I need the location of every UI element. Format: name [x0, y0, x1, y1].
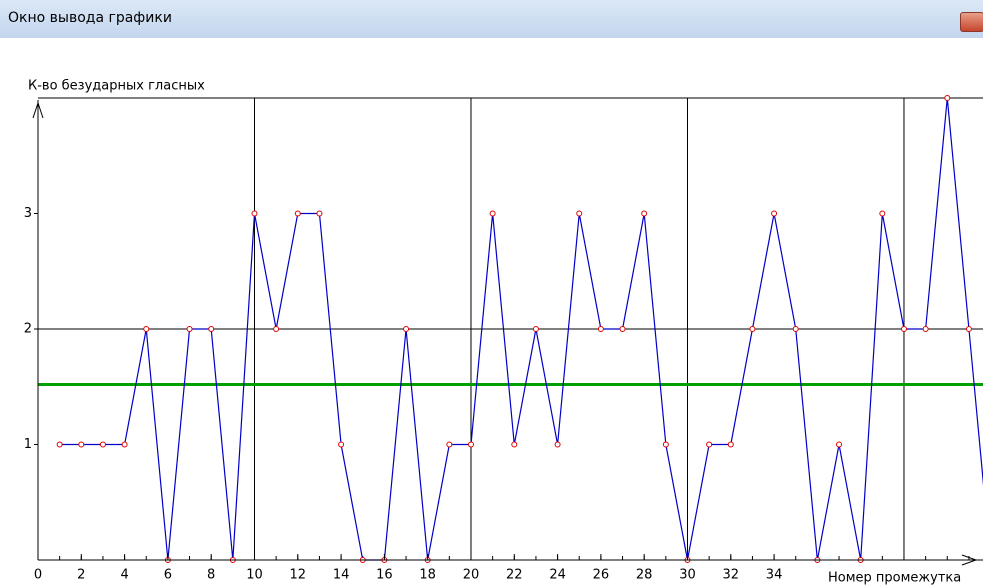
x-tick-label: 12	[290, 568, 307, 583]
data-point	[251, 210, 258, 217]
y-tick-label: 1	[24, 437, 32, 452]
data-point	[727, 441, 734, 448]
x-tick-label: 6	[164, 568, 172, 583]
y-axis-arrow	[32, 101, 44, 119]
data-point	[965, 326, 972, 332]
data-point	[78, 441, 85, 448]
x-tick-label: 8	[207, 568, 215, 583]
x-tick-label: 18	[419, 568, 436, 583]
window-title: Окно вывода графики	[8, 10, 172, 26]
data-point	[836, 441, 843, 448]
y-tick-label: 2	[24, 322, 32, 337]
x-tick-label: 30	[679, 568, 696, 583]
series-line	[59, 97, 983, 561]
y-axis-label: К-во безударных гласных	[28, 79, 205, 94]
data-point	[641, 210, 648, 217]
data-point	[56, 441, 63, 448]
close-button[interactable]	[960, 12, 983, 32]
data-point	[554, 441, 561, 448]
data-point	[338, 441, 345, 448]
x-tick-label: 20	[463, 568, 480, 583]
data-point	[121, 441, 128, 448]
data-point	[532, 326, 539, 332]
data-point	[294, 210, 301, 217]
data-point	[944, 95, 951, 101]
x-tick-label: 26	[593, 568, 610, 583]
data-point	[792, 326, 799, 332]
data-point	[489, 210, 496, 217]
data-point	[771, 210, 778, 217]
x-tick-label: 10	[246, 568, 263, 583]
x-tick-label: 32	[723, 568, 740, 583]
data-point	[749, 326, 756, 332]
data-point	[467, 441, 474, 448]
data-point	[576, 210, 583, 217]
x-tick-label: 2	[77, 568, 85, 583]
data-point	[511, 441, 518, 448]
data-point	[273, 326, 280, 332]
data-point	[316, 210, 323, 217]
data-point	[597, 326, 604, 332]
x-tick-label: 4	[120, 568, 128, 583]
data-point	[922, 326, 929, 332]
x-tick-label: 24	[549, 568, 566, 583]
data-point	[208, 326, 215, 332]
data-point	[446, 441, 453, 448]
data-point	[619, 326, 626, 332]
x-tick-label: 16	[376, 568, 393, 583]
data-point	[403, 326, 410, 332]
x-tick-label: 34	[766, 568, 783, 583]
data-point	[706, 441, 713, 448]
x-axis-label: Номер промежутка	[828, 571, 961, 586]
data-point	[662, 441, 669, 448]
y-tick-label: 3	[24, 206, 32, 221]
x-tick-label: 22	[506, 568, 523, 583]
x-axis-arrow	[961, 554, 978, 566]
x-tick-label: 0	[34, 568, 42, 583]
title-bar: Окно вывода графики	[0, 0, 983, 38]
data-point	[186, 326, 193, 332]
data-point	[99, 441, 106, 448]
data-point	[879, 210, 886, 217]
data-point	[900, 326, 907, 332]
data-point	[143, 326, 150, 332]
x-tick-label: 14	[333, 568, 350, 583]
x-tick-label: 28	[636, 568, 653, 583]
